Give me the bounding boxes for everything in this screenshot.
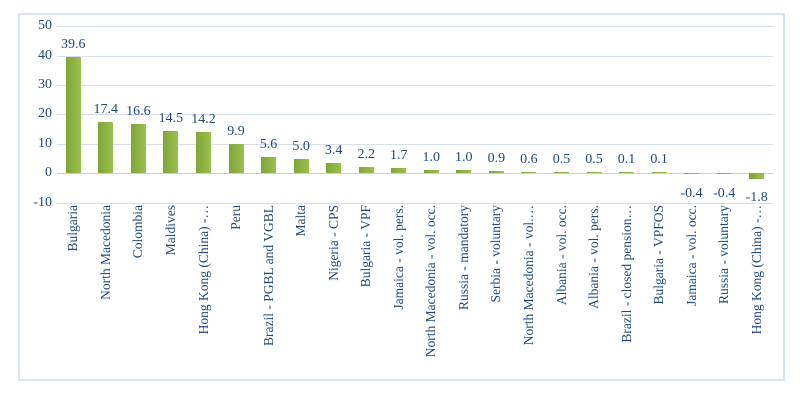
data-label: -0.4 [713, 185, 736, 201]
bar [619, 172, 634, 174]
gridline [57, 55, 773, 57]
y-axis-tick-label: 40 [38, 47, 52, 63]
category-label: North Macedonia - vol. occ. [423, 205, 439, 358]
y-axis-tick-label: -10 [33, 194, 52, 210]
category-label: Hong Kong (China) -… [748, 205, 764, 335]
category-label: Brazil - PGBL and VGBL [260, 205, 276, 346]
bar [749, 173, 765, 179]
gridline [57, 114, 773, 116]
bar [261, 156, 276, 174]
category-label: Bulgaria [65, 205, 81, 252]
bar [326, 163, 342, 174]
category-label: Peru [228, 205, 243, 230]
y-axis-tick-label: 20 [38, 106, 52, 122]
gridline [57, 143, 773, 145]
bar [163, 130, 179, 174]
data-label: -1.8 [745, 189, 768, 205]
data-label: 0.5 [552, 151, 571, 167]
y-axis-tick-label: 0 [45, 165, 52, 181]
chart-frame [18, 13, 785, 381]
x-axis-line [57, 173, 773, 175]
bar [716, 173, 732, 175]
category-label: Colombia [130, 205, 146, 259]
data-label: 1.7 [389, 148, 408, 164]
data-label: 0.5 [585, 151, 603, 167]
y-axis-tick-label: 10 [38, 135, 52, 151]
category-label: Bulgaria - VPF [358, 205, 374, 288]
data-label: 9.9 [227, 124, 245, 140]
bar [456, 170, 472, 174]
bar [684, 173, 700, 175]
data-label: 3.4 [324, 143, 343, 159]
data-label: 5.0 [292, 138, 310, 154]
data-label: 16.6 [126, 104, 151, 120]
y-axis-tick-label: 30 [38, 76, 52, 92]
gridline [57, 84, 773, 86]
gridline [57, 202, 773, 204]
bar [651, 172, 667, 174]
category-label: Hong Kong (China) -… [195, 205, 211, 335]
data-label: 14.2 [191, 111, 216, 127]
data-label: 0.1 [617, 152, 636, 168]
category-label: Jamaica - vol. occ. [683, 205, 699, 306]
data-label: 0.1 [650, 152, 668, 168]
data-label: 0.9 [487, 150, 506, 166]
category-label: Russia - voluntary [716, 205, 732, 304]
category-label: Bulgaria - VPFOS [651, 205, 667, 305]
data-label: 0.6 [520, 151, 538, 167]
data-label: 5.6 [259, 136, 278, 152]
bar [130, 124, 146, 174]
category-label: Serbia - voluntary [488, 205, 504, 303]
data-label: 39.6 [61, 36, 86, 52]
bar [423, 170, 439, 174]
category-label: Russia - mandatory [455, 205, 471, 310]
bar [196, 131, 211, 174]
data-label: -0.4 [680, 185, 703, 201]
bar [358, 166, 374, 174]
bar [554, 171, 569, 174]
category-label: Albania - vol. pers. [586, 205, 601, 309]
data-label: 1.0 [422, 150, 441, 166]
bar [228, 144, 244, 174]
bar [488, 170, 504, 174]
bar [65, 56, 81, 174]
bar [586, 171, 602, 174]
y-axis-tick-label: 50 [38, 18, 52, 33]
bar [391, 168, 407, 174]
bar [98, 122, 114, 174]
data-label: 1.0 [455, 150, 473, 166]
bar [521, 171, 537, 174]
category-label: Maldives [162, 205, 178, 256]
data-label: 14.5 [158, 110, 184, 126]
data-label: 2.2 [357, 146, 375, 162]
category-label: Brazil - closed pension… [618, 205, 634, 343]
gridline [57, 26, 773, 27]
bar [293, 158, 309, 174]
category-label: North Macedonia - vol.… [520, 205, 536, 346]
category-label: Jamaica - vol. pers. [390, 205, 406, 310]
category-label: Albania - vol. occ. [553, 205, 569, 306]
data-label: 17.4 [93, 102, 119, 117]
category-label: Nigeria - CPS [325, 205, 341, 281]
category-label: Malta [293, 205, 309, 237]
category-label: North Macedonia [97, 205, 113, 300]
